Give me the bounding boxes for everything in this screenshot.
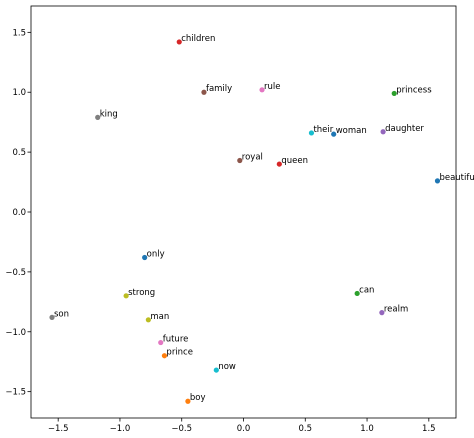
- point-label-man: man: [150, 312, 169, 322]
- point-only: [142, 254, 148, 261]
- x-axis-ticks: −1.5 −1.0 −0.5 0.0 0.5 1.0 1.5: [48, 418, 436, 434]
- point-can: [354, 290, 360, 297]
- point-king: [95, 114, 101, 120]
- x-tick-label: 0.5: [299, 424, 313, 434]
- point-princess: [391, 90, 397, 97]
- point-label-family: family: [206, 84, 232, 94]
- point-label-beautiful: beautiful: [439, 173, 474, 183]
- point-now: [213, 367, 219, 373]
- point-boy: [185, 398, 191, 404]
- x-tick-label: −1.0: [110, 424, 131, 434]
- x-tick-label: 0.0: [237, 424, 251, 434]
- point-rule: [259, 87, 265, 93]
- point-man: [145, 317, 151, 323]
- point-label-future: future: [163, 335, 189, 345]
- point-their: [308, 130, 315, 136]
- point-label-only: only: [147, 250, 165, 260]
- point-prince: [161, 353, 168, 359]
- point-label-daughter: daughter: [385, 124, 424, 134]
- y-tick-label: −1.0: [5, 328, 26, 338]
- x-tick-label: −1.5: [48, 424, 69, 434]
- point-strong: [123, 293, 129, 299]
- point-family: [201, 89, 207, 95]
- point-label-rule: rule: [264, 82, 280, 92]
- point-label-son: son: [54, 309, 69, 319]
- point-future: [158, 339, 164, 346]
- point-label-princess: princess: [396, 85, 432, 95]
- point-label-now: now: [218, 362, 236, 372]
- point-daughter: [380, 129, 386, 135]
- point-children: [176, 39, 182, 45]
- data-points: children family rule princess king their woman…: [49, 34, 474, 404]
- y-tick-label: −1.5: [5, 388, 26, 398]
- point-label-strong: strong: [128, 288, 155, 298]
- point-label-king: king: [100, 109, 118, 119]
- point-realm: [379, 310, 385, 316]
- y-tick-label: 0.5: [12, 148, 26, 158]
- plot-area: [30, 5, 457, 419]
- point-label-prince: prince: [166, 348, 193, 358]
- point-woman: [331, 131, 337, 137]
- point-label-woman: woman: [336, 126, 367, 136]
- x-tick-label: 1.0: [360, 424, 374, 434]
- y-tick-label: 0.0: [12, 208, 26, 218]
- point-label-realm: realm: [384, 305, 408, 315]
- y-tick-label: −0.5: [5, 268, 26, 278]
- x-tick-label: 1.5: [422, 424, 436, 434]
- point-label-royal: royal: [242, 153, 263, 163]
- y-tick-label: 1.5: [12, 28, 26, 38]
- y-tick-label: 1.0: [12, 88, 26, 98]
- point-son: [49, 314, 55, 320]
- point-beautiful: [434, 178, 441, 184]
- point-label-children: children: [181, 34, 215, 44]
- point-queen: [276, 161, 282, 167]
- x-tick-label: −0.5: [171, 424, 192, 434]
- point-label-queen: queen: [281, 156, 308, 166]
- point-label-can: can: [359, 285, 374, 295]
- y-axis-ticks: 1.5 1.0 0.5 0.0 −0.5 −1.0 −1.5: [5, 28, 31, 398]
- point-label-boy: boy: [190, 393, 206, 403]
- point-royal: [237, 157, 243, 164]
- point-label-their: their: [313, 125, 333, 135]
